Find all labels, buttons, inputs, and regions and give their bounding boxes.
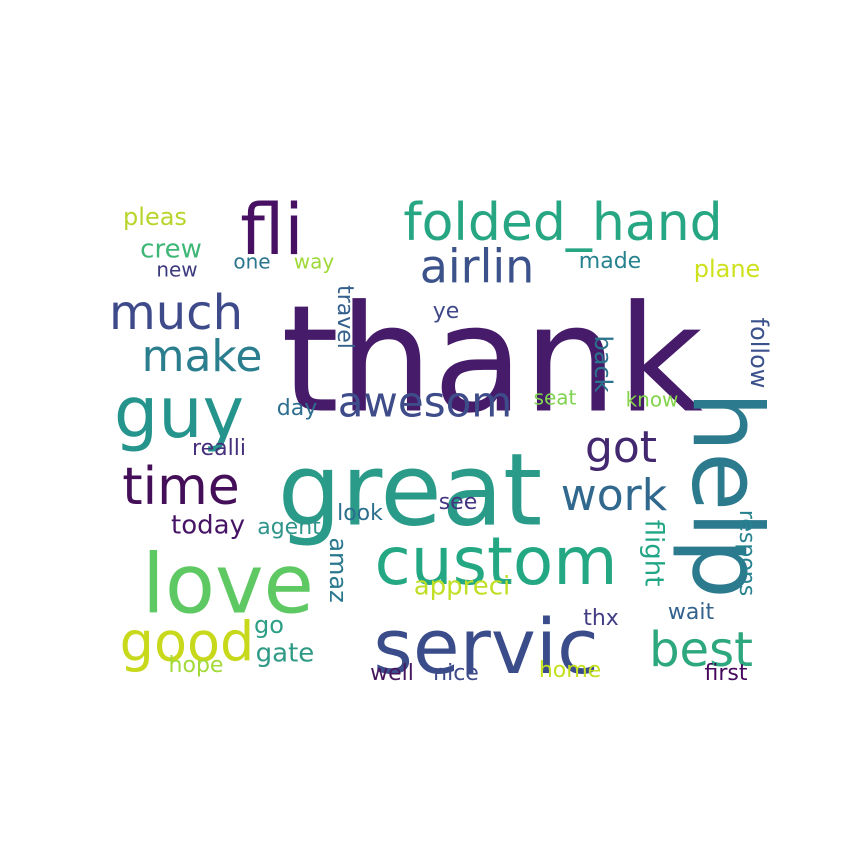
word-way: way (294, 250, 335, 274)
word-awesom: awesom (338, 378, 512, 427)
word-look: look (337, 501, 383, 526)
word-realli: realli (192, 436, 246, 461)
word-time: time (122, 457, 239, 517)
word-help: help (671, 391, 783, 599)
word-guy: guy (114, 372, 244, 454)
word-hope: hope (169, 653, 224, 678)
word-thank: thank (281, 274, 703, 446)
word-make: make (142, 331, 263, 382)
word-pleas: pleas (123, 203, 187, 231)
word-well: well (370, 661, 414, 686)
word-ye: ye (433, 299, 460, 324)
word-amaz: amaz (324, 537, 352, 602)
word-fli: fli (240, 189, 304, 271)
word-first: first (705, 661, 748, 686)
word-great: great (278, 431, 542, 548)
word-new: new (156, 258, 197, 282)
word-one: one (233, 250, 270, 274)
word-gate: gate (256, 639, 315, 669)
word-appreci: appreci (414, 572, 511, 602)
word-day: day (277, 396, 317, 421)
word-nice: nice (433, 661, 479, 686)
word-much: much (109, 285, 243, 341)
word-travel: travel (332, 285, 357, 349)
word-got: got (585, 422, 657, 473)
word-wait: wait (668, 600, 715, 625)
word-back: back (589, 335, 617, 392)
word-today: today (171, 511, 245, 541)
word-airlin: airlin (420, 240, 535, 294)
word-servic: servic (373, 602, 598, 691)
word-folded-hand: folded_hand (403, 193, 722, 253)
word-crew: crew (140, 235, 202, 265)
word-custom: custom (374, 523, 617, 600)
word-see: see (439, 490, 478, 515)
word-agent: agent (257, 515, 321, 540)
word-best: best (649, 622, 753, 678)
word-flight: flight (639, 520, 669, 587)
word-home: home (539, 658, 601, 683)
word-made: made (579, 249, 641, 274)
word-know: know (626, 388, 679, 412)
word-plane: plane (694, 255, 761, 283)
word-seat: seat (534, 386, 577, 410)
word-go: go (254, 611, 284, 639)
word-thx: thx (583, 606, 619, 631)
word-love: love (142, 537, 314, 632)
word-good: good (120, 611, 255, 674)
word-work: work (561, 470, 668, 521)
word-follow: follow (745, 318, 773, 389)
word-respons: respons (734, 510, 759, 596)
